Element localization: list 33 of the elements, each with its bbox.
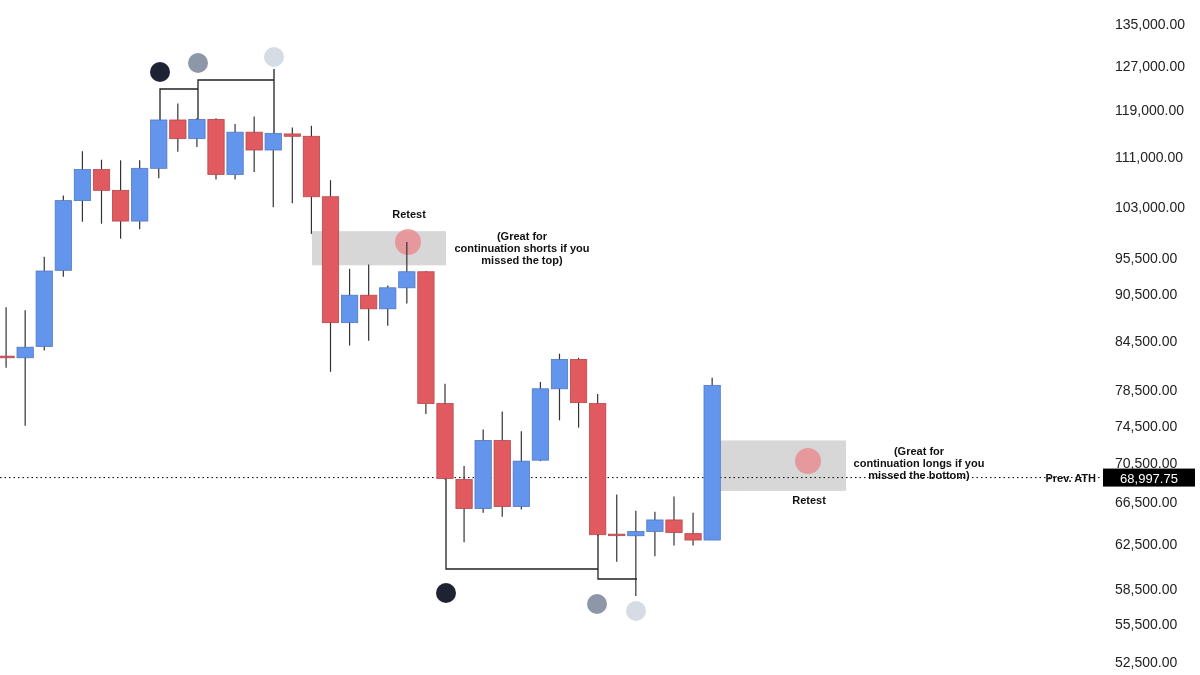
text: 68,997.75 (1120, 470, 1178, 486)
y-tick-label: 62,500.00 (1115, 536, 1178, 553)
y-tick-label: 66,500.00 (1115, 494, 1178, 511)
y-tick-label: 111,000.00 (1115, 148, 1184, 165)
candlestick (169, 102, 187, 153)
ref-line-label: Prev. ATH (1045, 471, 1097, 484)
candlestick (684, 512, 702, 547)
candlestick (608, 493, 626, 563)
y-tick-label: 95,500.00 (1115, 250, 1178, 267)
candlestick (360, 263, 378, 342)
y-tick-label: 84,500.00 (1115, 332, 1178, 349)
annotation: (Great for continuation shorts if you missed the top) (454, 230, 590, 266)
y-tick-label: 103,000.00 (1115, 199, 1186, 216)
candlestick (188, 117, 206, 148)
y-tick-label: 58,500.00 (1115, 580, 1178, 597)
y-tick-label: 78,500.00 (1115, 382, 1178, 399)
candlestick (92, 159, 111, 225)
candlestick (264, 132, 282, 208)
annotation: Retest (392, 208, 427, 220)
annotation: (Great for continuation longs if you missed the bottom) (853, 445, 985, 481)
y-tick-label: 74,500.00 (1115, 417, 1178, 434)
candlestick (16, 309, 34, 427)
candlestick (245, 115, 263, 173)
y-tick-label: 52,500.00 (1115, 653, 1178, 670)
y-tick-label: 127,000.00 (1115, 57, 1186, 74)
y-tick-label: 135,000.00 (1115, 16, 1186, 33)
y-tick-label: 70,500.00 (1115, 454, 1178, 471)
y-tick-label: 55,500.00 (1115, 616, 1178, 633)
y-tick-label: 119,000.00 (1115, 101, 1185, 118)
candlestick (283, 126, 301, 204)
candlestick (665, 495, 683, 547)
annotation: Retest (792, 494, 827, 506)
y-tick-label: 90,500.00 (1115, 286, 1178, 303)
